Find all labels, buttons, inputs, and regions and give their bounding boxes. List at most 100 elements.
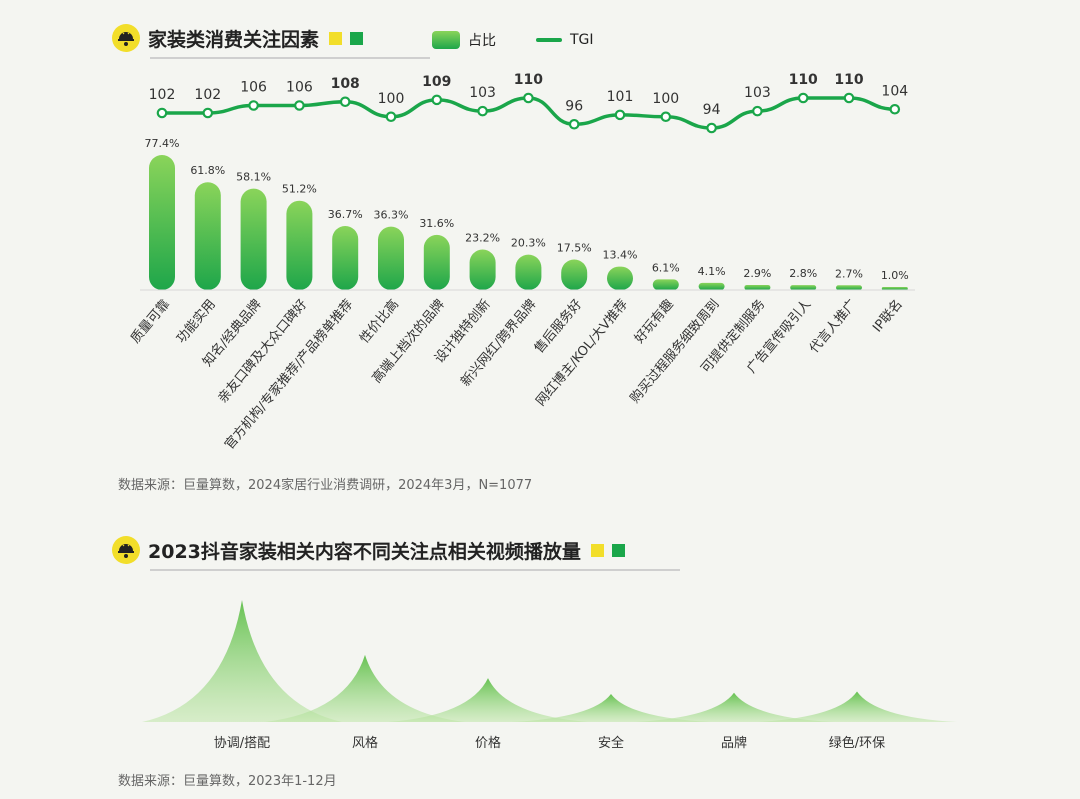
legend-line-swatch — [536, 38, 562, 42]
tgi-value-label-9: 96 — [565, 98, 583, 114]
bar-1 — [194, 182, 221, 290]
bar-10 — [607, 266, 633, 290]
bar-11 — [652, 279, 679, 290]
peak-5 — [757, 691, 957, 722]
bar-7 — [469, 249, 496, 290]
green-square-icon-2 — [611, 543, 625, 557]
bar-value-label-15: 2.7% — [835, 267, 863, 280]
tgi-value-label-11: 100 — [652, 91, 679, 107]
tgi-value-label-12: 94 — [703, 102, 721, 118]
peak-4 — [634, 692, 834, 722]
bar-value-label-4: 36.7% — [328, 208, 363, 221]
bar-5 — [378, 226, 404, 290]
category-label-12: 购买过程服务细致周到 — [627, 296, 723, 406]
tgi-value-label-8: 110 — [514, 72, 543, 88]
tgi-value-label-10: 101 — [607, 89, 634, 105]
tgi-value-label-3: 106 — [286, 80, 313, 96]
bar-2 — [240, 188, 267, 290]
peak-1 — [265, 654, 465, 722]
tgi-value-label-6: 109 — [422, 74, 451, 90]
peak-2 — [388, 678, 588, 722]
bar-13 — [744, 284, 771, 290]
yellow-square-icon — [329, 31, 343, 45]
bar-16 — [881, 287, 908, 290]
section1-underline — [150, 57, 430, 59]
yellow-square-icon-2 — [590, 543, 604, 557]
section1-title: 家装类消费关注因素 — [148, 28, 320, 51]
tgi-point-12 — [706, 122, 717, 134]
bar-value-label-8: 20.3% — [511, 237, 546, 250]
bar-6 — [423, 234, 450, 290]
tgi-value-label-1: 102 — [194, 87, 221, 103]
peak-3 — [511, 693, 711, 722]
bar-value-label-3: 51.2% — [282, 183, 317, 196]
section2-title: 2023抖音家装相关内容不同关注点相关视频播放量 — [148, 540, 581, 563]
legend-line-label: TGI — [570, 32, 594, 48]
tgi-point-7 — [477, 105, 488, 117]
bar-value-label-10: 13.4% — [603, 249, 638, 262]
bar-value-label-0: 77.4% — [145, 137, 180, 150]
tgi-point-0 — [156, 107, 168, 119]
tgi-value-label-14: 110 — [789, 72, 818, 88]
green-square-icon — [350, 31, 364, 45]
bar-value-label-16: 1.0% — [881, 269, 909, 282]
bar-8 — [515, 254, 542, 290]
tgi-point-15 — [843, 92, 855, 104]
bar-3 — [286, 200, 313, 290]
tgi-point-11 — [660, 111, 672, 123]
bar-value-label-14: 2.8% — [789, 267, 817, 280]
tgi-value-label-0: 102 — [149, 87, 176, 103]
tgi-point-2 — [248, 100, 259, 111]
peak-label-1: 风格 — [352, 735, 378, 751]
consumer-factors-chart: 77.4% 61.8% 58.1% 51.2% 36.7% 36.3% 31.6% 23.2%… — [128, 72, 915, 453]
section1-header: 家装类消费关注因素 — [112, 22, 364, 54]
tgi-value-label-7: 103 — [469, 85, 496, 101]
tgi-point-13 — [752, 105, 763, 117]
peak-label-4: 品牌 — [721, 735, 747, 751]
peak-0 — [142, 600, 342, 722]
tgi-value-label-4: 108 — [331, 76, 360, 92]
bar-value-label-2: 58.1% — [236, 171, 271, 184]
tgi-point-14 — [797, 92, 809, 104]
section1-source: 数据来源：巨量算数，2024家居行业消费调研，2024年3月，N=1077 — [118, 478, 533, 493]
peak-label-5: 绿色/环保 — [829, 735, 885, 751]
tgi-point-4 — [339, 96, 351, 108]
bar-value-label-5: 36.3% — [374, 209, 409, 222]
bar-4 — [332, 225, 359, 290]
category-label-3: 亲友口碑及大众口碑好 — [215, 296, 311, 406]
category-label-10: 网红博主/KOL/大V推荐 — [533, 296, 631, 409]
category-label-16: IP联名 — [869, 296, 905, 335]
bar-12 — [698, 282, 725, 290]
bar-14 — [790, 285, 817, 290]
category-label-11: 好玩有趣 — [632, 297, 677, 346]
peak-label-3: 安全 — [598, 735, 624, 751]
tgi-value-label-13: 103 — [744, 85, 771, 101]
tgi-point-5 — [385, 111, 397, 123]
tgi-point-1 — [202, 107, 214, 119]
chart-legend: 占比 TGI — [432, 30, 594, 50]
tgi-value-label-5: 100 — [378, 91, 405, 107]
bar-value-label-13: 2.9% — [743, 267, 771, 280]
bar-value-label-11: 6.1% — [652, 261, 680, 274]
lamp-logo-icon-2 — [112, 536, 140, 564]
tgi-point-8 — [523, 92, 534, 104]
tgi-value-label-2: 106 — [240, 80, 267, 96]
category-label-5: 性价比高 — [356, 296, 402, 346]
tgi-point-3 — [294, 100, 305, 111]
peak-label-2: 价格 — [475, 735, 501, 751]
category-label-1: 功能实用 — [174, 297, 219, 346]
bar-value-label-9: 17.5% — [557, 241, 592, 254]
tgi-value-label-16: 104 — [881, 83, 908, 99]
peak-label-0: 协调/搭配 — [214, 735, 270, 751]
section2-underline — [150, 569, 680, 571]
bar-value-label-1: 61.8% — [190, 164, 225, 177]
bar-value-label-7: 23.2% — [465, 232, 500, 245]
category-label-0: 质量可靠 — [128, 297, 173, 346]
lamp-logo-icon — [112, 24, 140, 52]
section2-source: 数据来源：巨量算数，2023年1-12月 — [118, 774, 337, 789]
legend-bar-swatch — [432, 31, 460, 49]
section2-header: 2023抖音家装相关内容不同关注点相关视频播放量 — [112, 534, 625, 566]
bar-15 — [836, 285, 862, 290]
tgi-point-10 — [614, 109, 626, 121]
legend-bar-label: 占比 — [468, 33, 496, 49]
